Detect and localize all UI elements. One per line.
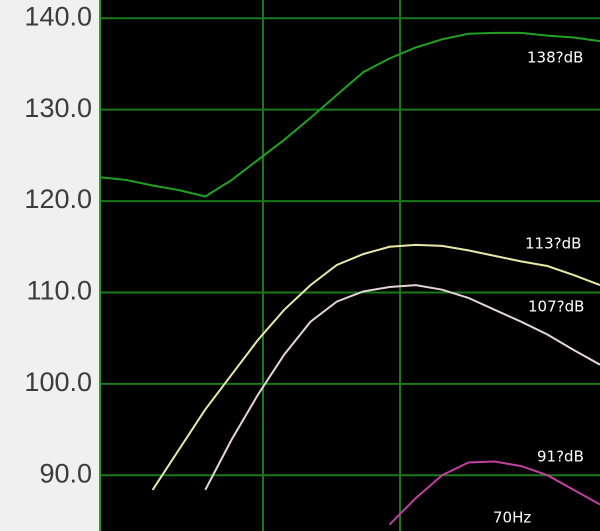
y-tick-label: 90.0	[39, 458, 92, 488]
plot-area	[100, 0, 600, 531]
annotation: 107?dB	[528, 298, 584, 316]
series-line	[99, 31, 600, 198]
annotation: 91?dB	[537, 448, 584, 466]
annotation: 113?dB	[525, 235, 581, 253]
annotation: 138?dB	[527, 49, 583, 67]
series-line	[388, 460, 600, 526]
y-tick-label: 110.0	[26, 276, 92, 306]
y-tick-label: 100.0	[24, 367, 92, 397]
y-tick-label: 130.0	[24, 93, 92, 123]
series-line	[204, 284, 600, 491]
y-tick-label: 120.0	[24, 184, 92, 214]
series-line	[151, 243, 600, 491]
annotation: 70Hz	[493, 509, 531, 527]
y-tick-label: 140.0	[24, 1, 92, 31]
